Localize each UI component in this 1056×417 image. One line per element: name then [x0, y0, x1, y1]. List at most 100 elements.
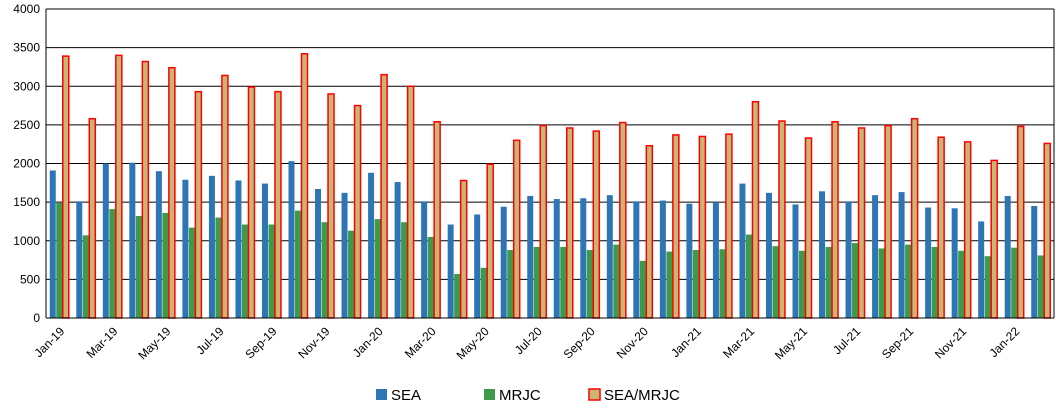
bar-sea	[421, 201, 428, 318]
bar-mrjc	[931, 246, 938, 318]
bar-sea	[155, 171, 162, 318]
bar-sea-mrjc	[698, 135, 707, 319]
bar-sea-mrjc	[672, 134, 680, 319]
bar-sea	[447, 224, 454, 318]
bar-sea-mrjc	[327, 93, 335, 319]
bar-sea	[474, 214, 481, 318]
bar-sea-mrjc	[406, 85, 415, 319]
bar-sea-mrjc	[857, 127, 866, 319]
bar-sea-mrjc	[62, 55, 70, 319]
x-tick-label: Sep-19	[242, 324, 279, 361]
bar-sea	[76, 201, 83, 318]
bar-sea-mrjc	[566, 127, 574, 319]
y-tick-label: 3000	[13, 79, 40, 93]
bar-mrjc	[321, 222, 328, 318]
bar-sea-mrjc	[486, 163, 494, 319]
bar-mrjc	[215, 217, 222, 318]
x-tick-label: Jul-21	[830, 324, 863, 357]
bar-mrjc	[799, 250, 805, 318]
y-tick-label: 1000	[13, 234, 40, 248]
bar-sea-mrjc	[353, 104, 362, 319]
legend-label: SEA/MRJC	[604, 387, 680, 404]
bar-mrjc	[692, 250, 699, 318]
y-tick-label: 2500	[13, 118, 40, 132]
legend-label: MRJC	[499, 387, 541, 404]
x-tick-label: May-19	[135, 324, 173, 362]
bar-mrjc	[586, 250, 593, 318]
bar-sea	[315, 188, 322, 318]
bar-sea	[739, 183, 746, 318]
bar-mrjc	[268, 224, 275, 318]
bar-mrjc	[905, 244, 912, 318]
bar-sea-mrjc	[115, 54, 123, 319]
bar-sea	[527, 195, 534, 318]
bar-sea-mrjc	[88, 117, 97, 319]
y-tick-label: 2000	[13, 157, 40, 171]
bar-mrjc	[958, 250, 965, 318]
x-tick-label: Mar-20	[402, 324, 439, 361]
bar-sea-mrjc	[1016, 125, 1025, 319]
bar-sea	[606, 195, 613, 318]
bar-sea	[659, 200, 666, 318]
bar-mrjc	[480, 267, 487, 318]
x-tick-label: Nov-20	[614, 324, 651, 361]
y-tick-label: 4000	[13, 2, 40, 16]
bar-mrjc	[745, 234, 752, 318]
bar-mrjc	[135, 216, 142, 318]
bar-mrjc	[1037, 255, 1044, 318]
bar-sea-mrjc	[459, 179, 468, 319]
bar-mrjc	[533, 246, 540, 318]
x-tick-label: Jul-20	[512, 324, 545, 357]
legend: SEA MRJC SEA/MRJC	[376, 387, 680, 404]
x-tick-label: Mar-21	[720, 324, 757, 361]
bar-sea	[394, 182, 401, 318]
bar-sea-mrjc	[831, 121, 839, 319]
bar-sea-mrjc	[884, 124, 892, 319]
bar-sea	[129, 162, 136, 318]
bar-mrjc	[427, 236, 434, 318]
bar-sea	[368, 172, 375, 318]
bar-sea	[765, 192, 772, 318]
bar-sea	[102, 163, 109, 318]
y-tick-label: 500	[20, 272, 40, 286]
bar-mrjc	[241, 224, 248, 318]
bar-mrjc	[401, 222, 408, 318]
bar-sea-mrjc	[592, 130, 601, 319]
x-tick-label: Sep-20	[561, 324, 598, 361]
bar-mrjc	[507, 250, 514, 318]
bar-sea	[951, 208, 958, 318]
bar-mrjc	[825, 246, 832, 318]
bar-sea-mrjc	[963, 141, 972, 319]
bar-sea	[819, 191, 826, 318]
x-tick-label: Nov-21	[932, 324, 969, 361]
bar-sea	[978, 221, 985, 318]
bar-sea-mrjc	[168, 66, 176, 319]
bar-sea	[261, 183, 268, 318]
bar-mrjc	[852, 243, 859, 318]
bar-sea	[925, 207, 932, 318]
bar-sea	[182, 179, 189, 318]
bar-sea	[49, 170, 56, 318]
x-axis-tick-labels: Jan-19 Mar-19 May-19 Jul-19 Sep-19 Nov-19 Jan-…	[32, 324, 1023, 362]
bar-sea-mrjc	[194, 90, 203, 319]
bar-sea	[792, 204, 799, 318]
axes	[45, 9, 1055, 319]
bar-mrjc	[639, 260, 646, 318]
x-tick-label: Sep-21	[879, 324, 916, 361]
bar-sea	[580, 198, 587, 318]
bar-sea	[235, 180, 242, 318]
x-tick-label: Jan-20	[350, 324, 386, 360]
bar-sea	[633, 201, 640, 318]
legend-swatch	[376, 389, 387, 400]
legend-swatch	[484, 389, 495, 400]
bar-sea-mrjc	[1043, 142, 1051, 319]
bar-mrjc	[719, 249, 726, 318]
bar-mrjc	[109, 209, 116, 318]
bar-sea-mrjc	[725, 133, 733, 319]
y-axis-tick-labels: 0 500 1000 1500 2000 2500 3000 3500 4000	[13, 2, 40, 325]
legend-swatch	[588, 388, 601, 401]
bar-sea	[872, 195, 879, 318]
bar-mrjc	[295, 210, 301, 318]
x-tick-label: Nov-19	[295, 324, 332, 361]
